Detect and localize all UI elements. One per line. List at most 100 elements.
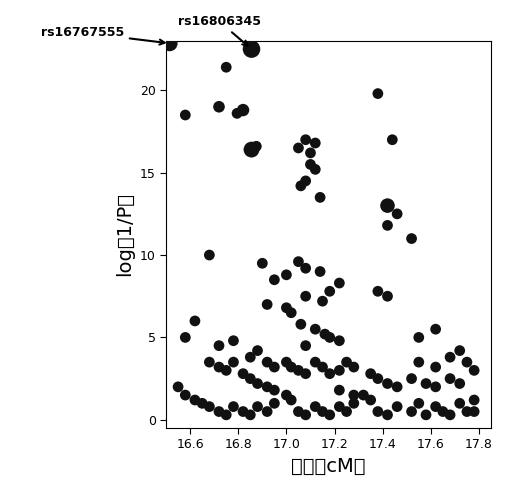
Point <box>238 408 246 415</box>
Point <box>318 297 326 305</box>
Point <box>253 403 261 410</box>
Point <box>335 366 343 374</box>
Point <box>445 411 453 419</box>
Point <box>373 287 381 295</box>
Point <box>469 408 477 415</box>
Point <box>270 399 278 407</box>
Point <box>325 333 333 341</box>
Point <box>301 342 309 350</box>
Point <box>445 375 453 382</box>
Point <box>311 139 319 147</box>
Point <box>253 380 261 387</box>
Point <box>296 182 305 190</box>
Point <box>383 380 391 387</box>
Point <box>198 399 206 407</box>
Point <box>215 408 223 415</box>
Point <box>462 358 470 366</box>
X-axis label: 位置（cM）: 位置（cM） <box>291 457 365 476</box>
Point <box>383 292 391 300</box>
Point <box>205 403 213 410</box>
Point <box>270 363 278 371</box>
Point <box>287 363 295 371</box>
Point <box>258 259 266 267</box>
Point <box>205 251 213 259</box>
Point <box>246 375 254 382</box>
Point <box>215 342 223 350</box>
Point <box>282 358 290 366</box>
Point <box>383 411 391 419</box>
Point <box>373 90 381 98</box>
Point <box>238 370 246 378</box>
Point <box>421 380 429 387</box>
Point <box>316 268 324 275</box>
Point <box>165 39 173 47</box>
Point <box>387 136 395 144</box>
Point <box>301 177 309 185</box>
Point <box>246 411 254 419</box>
Point <box>294 408 302 415</box>
Point <box>287 309 295 317</box>
Point <box>287 396 295 404</box>
Point <box>263 408 271 415</box>
Point <box>306 161 314 168</box>
Point <box>311 403 319 410</box>
Point <box>366 370 374 378</box>
Point <box>469 396 477 404</box>
Point <box>205 358 213 366</box>
Point <box>181 391 189 399</box>
Point <box>335 279 343 287</box>
Point <box>445 353 453 361</box>
Point <box>301 370 309 378</box>
Point <box>282 271 290 279</box>
Point <box>431 363 439 371</box>
Point <box>421 411 429 419</box>
Point <box>301 136 309 144</box>
Point <box>215 363 223 371</box>
Point <box>359 391 367 399</box>
Point <box>222 366 230 374</box>
Point <box>414 358 422 366</box>
Point <box>270 276 278 284</box>
Point <box>282 391 290 399</box>
Point <box>392 210 400 218</box>
Point <box>325 287 333 295</box>
Point <box>325 411 333 419</box>
Point <box>383 202 391 210</box>
Point <box>414 399 422 407</box>
Point <box>469 366 477 374</box>
Point <box>229 358 237 366</box>
Point <box>181 333 189 341</box>
Point <box>174 383 182 391</box>
Point <box>318 363 326 371</box>
Point <box>229 337 237 345</box>
Point <box>296 320 305 328</box>
Point <box>342 408 350 415</box>
Point <box>294 258 302 266</box>
Point <box>301 292 309 300</box>
Point <box>320 330 328 338</box>
Point <box>373 408 381 415</box>
Point <box>431 403 439 410</box>
Point <box>455 399 463 407</box>
Point <box>263 300 271 308</box>
Point <box>190 317 198 325</box>
Point <box>252 142 260 150</box>
Point <box>325 370 333 378</box>
Point <box>407 375 415 382</box>
Text: rs16806345: rs16806345 <box>177 15 260 46</box>
Point <box>318 408 326 415</box>
Y-axis label: log（1/P）: log（1/P） <box>115 192 134 276</box>
Point <box>253 347 261 355</box>
Point <box>232 109 240 117</box>
Point <box>263 358 271 366</box>
Point <box>190 396 198 404</box>
Point <box>373 375 381 382</box>
Point <box>238 106 246 114</box>
Point <box>215 103 223 110</box>
Point <box>462 408 470 415</box>
Point <box>229 403 237 410</box>
Point <box>222 411 230 419</box>
Point <box>247 45 255 53</box>
Text: rs16767555: rs16767555 <box>41 26 164 45</box>
Point <box>306 149 314 157</box>
